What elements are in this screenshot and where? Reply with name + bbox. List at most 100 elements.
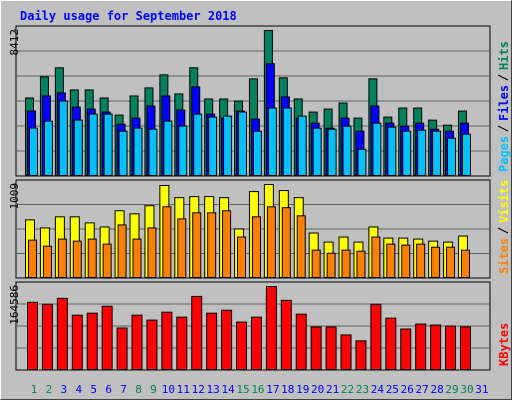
x-tick-label: 14 <box>221 383 235 396</box>
y-tick-label: 164586 <box>8 285 21 325</box>
legend-label: Visits <box>497 180 511 223</box>
bar <box>71 314 83 371</box>
bar <box>163 120 173 176</box>
y-tick-label: 1009 <box>8 183 21 210</box>
legend-label: Sites <box>497 238 511 274</box>
bar <box>312 127 322 176</box>
legend-separator <box>497 74 509 81</box>
x-tick-label: 24 <box>371 383 385 396</box>
bar <box>223 115 233 176</box>
bar <box>295 313 307 370</box>
bar <box>41 303 53 371</box>
bar <box>296 215 306 278</box>
bar <box>356 250 366 279</box>
bar <box>176 316 188 371</box>
bar <box>116 327 128 371</box>
bar <box>28 239 37 279</box>
bar <box>86 312 98 370</box>
bar <box>133 127 143 176</box>
bar <box>325 326 337 370</box>
bar <box>355 340 367 371</box>
bar <box>310 326 322 370</box>
bar <box>178 125 188 177</box>
bar <box>370 303 382 371</box>
x-tick-label: 21 <box>326 383 339 396</box>
legend: KBytes <box>497 323 511 366</box>
chart-title: Daily usage for September 2018 <box>20 9 237 23</box>
bar <box>357 148 367 176</box>
bar <box>341 249 351 279</box>
bar <box>461 133 471 176</box>
x-tick-label: 30 <box>460 383 473 396</box>
legend-label: Files <box>497 85 511 121</box>
bar <box>251 216 261 278</box>
bar <box>445 325 457 370</box>
x-tick-label: 4 <box>75 383 82 396</box>
bar <box>162 206 172 278</box>
x-tick-label: 6 <box>105 383 112 396</box>
bar <box>327 128 337 177</box>
legend-separator <box>497 227 509 234</box>
x-tick-label: 29 <box>445 383 458 396</box>
x-tick-label: 5 <box>90 383 97 396</box>
bar <box>161 311 173 371</box>
bar <box>56 297 68 370</box>
x-tick-label: 2 <box>46 383 53 396</box>
bar <box>221 309 233 371</box>
bar <box>266 206 276 278</box>
x-tick-label: 28 <box>430 383 443 396</box>
bar <box>103 113 113 176</box>
x-tick-label: 31 <box>475 383 488 396</box>
bar <box>401 244 411 278</box>
bar <box>280 299 292 370</box>
x-tick-label: 17 <box>266 383 279 396</box>
bar <box>311 249 321 279</box>
bar <box>102 243 112 278</box>
bar <box>101 305 113 370</box>
legend-separator <box>497 125 509 132</box>
bar <box>432 130 442 176</box>
bar <box>177 218 187 279</box>
x-tick-label: 20 <box>311 383 324 396</box>
x-tick-label: 12 <box>192 383 205 396</box>
bar <box>191 295 203 371</box>
x-tick-label: 1 <box>31 383 38 396</box>
bar <box>417 129 427 176</box>
bar <box>222 210 232 279</box>
bar <box>29 127 38 176</box>
bar <box>326 252 336 278</box>
bar <box>430 324 442 371</box>
bar <box>267 107 277 176</box>
bar <box>459 326 471 370</box>
x-tick-label: 26 <box>401 383 414 396</box>
x-tick-label: 19 <box>296 383 309 396</box>
bar <box>206 312 218 370</box>
x-tick-label: 10 <box>162 383 175 396</box>
bar <box>265 286 277 370</box>
bar <box>460 249 470 279</box>
bar <box>132 238 142 278</box>
x-tick-label: 7 <box>120 383 127 396</box>
bar <box>131 314 143 371</box>
bar <box>147 227 157 279</box>
x-tick-label: 16 <box>251 383 264 396</box>
legend: Pages Files Hits <box>497 41 511 172</box>
x-tick-label: 18 <box>281 383 294 396</box>
x-tick-label: 22 <box>341 383 354 396</box>
bar <box>236 321 248 370</box>
y-tick-label: 8412 <box>8 29 21 56</box>
bar <box>87 238 97 278</box>
legend: Sites Visits <box>497 180 511 274</box>
bar <box>118 130 128 176</box>
legend-label: KBytes <box>497 323 511 366</box>
bar <box>447 137 457 176</box>
bar <box>342 125 352 177</box>
bar <box>73 119 83 176</box>
bar <box>340 334 352 370</box>
bar <box>371 236 381 278</box>
bar <box>72 240 82 279</box>
bar <box>43 120 53 176</box>
bar <box>387 126 397 176</box>
bar <box>237 236 247 278</box>
